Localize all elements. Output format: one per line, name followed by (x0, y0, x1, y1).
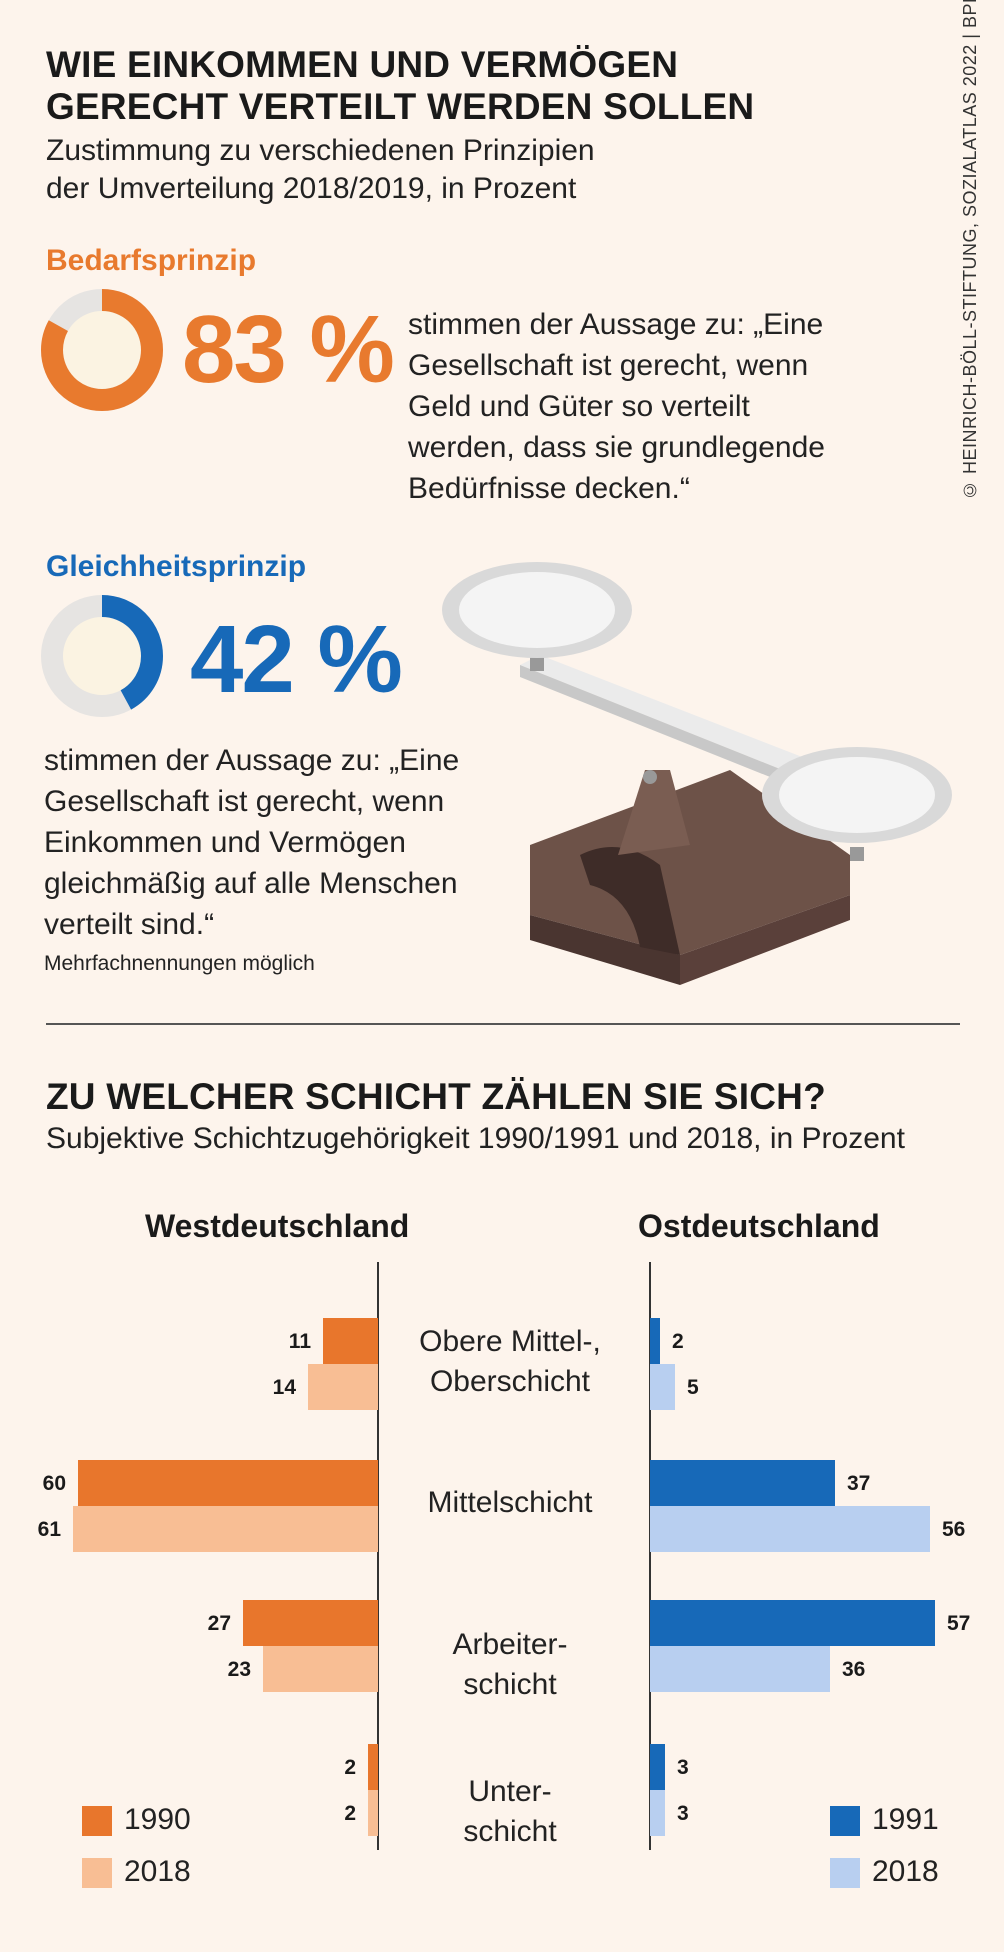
bar-west-1990 (368, 1744, 378, 1790)
legend-swatch-east-1991 (830, 1806, 860, 1836)
value-label-west-1990: 11 (289, 1330, 312, 1353)
bar-east-1991 (650, 1600, 935, 1646)
category-label-middle: Mittelschicht (400, 1483, 620, 1523)
subtitle-line-1: Zustimmung zu verschiedenen Prinzipien (46, 134, 595, 167)
bar-east-1991 (650, 1318, 660, 1364)
value-label-west-2018: 2 (344, 1802, 356, 1825)
legend-label-east-1991: 1991 (872, 1803, 939, 1836)
gleichheit-percent: 42 % (190, 606, 403, 713)
value-label-east-2018: 5 (687, 1376, 699, 1399)
value-label-west-2018: 23 (228, 1658, 251, 1681)
scale-post-left (530, 657, 544, 671)
category-label-line: Arbeiter- (452, 1628, 568, 1661)
bedarf-donut (41, 289, 163, 411)
gleichheit-donut-center (55, 609, 149, 703)
west-heading: Westdeutschland (145, 1208, 410, 1244)
bedarf-statement-line: Gesellschaft ist gerecht, wenn (408, 349, 809, 382)
bar-east-2018 (650, 1506, 930, 1552)
bedarf-statement-line: werden, dass sie grundlegende (408, 431, 825, 464)
bedarf-label: Bedarfsprinzip (46, 244, 257, 277)
value-label-west-1990: 60 (43, 1472, 66, 1495)
value-label-west-2018: 14 (273, 1376, 297, 1399)
bar-east-2018 (650, 1790, 665, 1836)
bar-west-2018 (263, 1646, 378, 1692)
bedarf-donut-center (55, 303, 149, 397)
legend-swatch-west-1990 (82, 1806, 112, 1836)
section2-title: ZU WELCHER SCHICHT ZÄHLEN SIE SICH? (46, 1076, 826, 1117)
value-label-east-2018: 3 (677, 1802, 689, 1825)
value-label-east-1991: 3 (677, 1756, 689, 1779)
scale-pivot (643, 770, 657, 784)
page-title: WIE EINKOMMEN UND VERMÖGEN GERECHT VERTE… (46, 44, 754, 128)
gleichheit-statement-line: Gesellschaft ist gerecht, wenn (44, 785, 445, 818)
gleichheit-statement-line: Einkommen und Vermögen (44, 826, 406, 859)
bedarf-donut-arc (41, 289, 163, 411)
category-label-working: Arbeiter- schicht (400, 1625, 620, 1705)
value-label-east-1991: 2 (672, 1330, 684, 1353)
bar-east-2018 (650, 1646, 830, 1692)
legend-swatch-west-2018 (82, 1858, 112, 1888)
gleichheit-statement-line: gleichmäßig auf alle Menschen (44, 867, 458, 900)
bedarf-statement-line: Geld und Güter so verteilt (408, 390, 750, 423)
legend-label-east-2018: 2018 (872, 1855, 939, 1888)
bedarf-statement-line: Bedürfnisse decken.“ (408, 472, 690, 505)
east-heading: Ostdeutschland (638, 1208, 880, 1244)
gleichheit-statement-line: stimmen der Aussage zu: „Eine (44, 744, 460, 777)
scale-base-arch (580, 847, 680, 955)
value-label-east-1991: 57 (947, 1612, 970, 1635)
bar-west-2018 (308, 1364, 378, 1410)
category-label-lower: Unter- schicht (400, 1772, 620, 1852)
gleichheit-donut-arc (41, 595, 163, 717)
gleichheit-label: Gleichheitsprinzip (46, 550, 307, 583)
value-label-east-1991: 37 (847, 1472, 870, 1495)
value-label-west-2018: 61 (38, 1518, 62, 1541)
legend-label-west-2018: 2018 (124, 1855, 191, 1888)
bedarf-statement: stimmen der Aussage zu: „Eine Gesellscha… (408, 304, 825, 509)
section2-subtitle: Subjektive Schichtzugehörigkeit 1990/199… (46, 1122, 905, 1155)
value-label-east-2018: 36 (842, 1658, 865, 1681)
bar-west-1990 (78, 1460, 378, 1506)
value-label-west-1990: 2 (344, 1756, 356, 1779)
section-divider (46, 1023, 960, 1025)
footnote: Mehrfachnennungen möglich (44, 952, 315, 975)
legend-swatch-east-2018 (830, 1858, 860, 1888)
gleichheit-statement-line: verteilt sind.“ (44, 908, 215, 941)
title-line-1: WIE EINKOMMEN UND VERMÖGEN (46, 44, 679, 85)
category-label-line: Unter- (468, 1775, 552, 1808)
bar-west-1990 (323, 1318, 378, 1364)
value-label-east-2018: 56 (942, 1518, 965, 1541)
scale-base-top (530, 770, 850, 955)
category-label-line: Oberschicht (429, 1365, 591, 1398)
subtitle-line-2: der Umverteilung 2018/2019, in Prozent (46, 172, 577, 205)
bar-west-1990 (243, 1600, 378, 1646)
bar-west-2018 (368, 1790, 378, 1836)
title-line-2: GERECHT VERTEILT WERDEN SOLLEN (46, 86, 755, 127)
category-label-line: Mittelschicht (427, 1486, 593, 1519)
scale-plate-left (459, 572, 615, 648)
scale-base-side (680, 895, 850, 985)
bar-west-2018 (73, 1506, 378, 1552)
category-label-line: schicht (463, 1815, 557, 1848)
scale-base-front (530, 915, 680, 985)
scale-pillar (618, 770, 690, 855)
bar-east-1991 (650, 1460, 835, 1506)
bedarf-statement-line: stimmen der Aussage zu: „Eine (408, 308, 824, 341)
balance-scale-illustration (442, 562, 952, 985)
scale-plate-right (779, 757, 935, 833)
scale-post-right (850, 847, 864, 861)
bar-east-2018 (650, 1364, 675, 1410)
category-label-line: schicht (463, 1668, 557, 1701)
bedarf-percent: 83 % (182, 296, 395, 403)
bar-east-1991 (650, 1744, 665, 1790)
page-subtitle: Zustimmung zu verschiedenen Prinzipien d… (46, 132, 595, 208)
legend-label-west-1990: 1990 (124, 1803, 191, 1836)
category-label-line: Obere Mittel-, (419, 1325, 601, 1358)
gleichheit-donut (41, 595, 163, 717)
category-label-upper: Obere Mittel-, Oberschicht (400, 1322, 620, 1402)
value-label-west-1990: 27 (208, 1612, 231, 1635)
gleichheit-statement: stimmen der Aussage zu: „Eine Gesellscha… (44, 740, 459, 945)
